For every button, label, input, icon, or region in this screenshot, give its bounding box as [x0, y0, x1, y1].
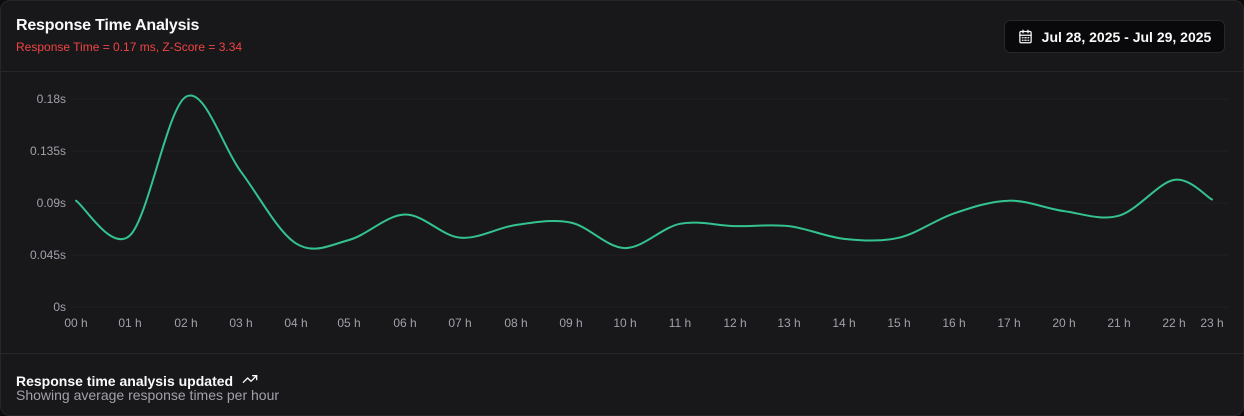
trending-up-icon [242, 371, 258, 390]
x-tick-label: 13 h [777, 316, 800, 330]
x-tick-label: 10 h [613, 316, 636, 330]
response-time-line-chart: 0s 0.045s 0.09s 0.135s 0.18s 00 h 01 h 02 h 03 h… [30, 92, 1229, 330]
card-footer: Response time analysis updated Showing a… [1, 353, 1243, 415]
x-tick-label: 14 h [832, 316, 855, 330]
footer-description: Showing average response times per hour [16, 387, 280, 403]
x-tick-label: 11 h [669, 316, 691, 330]
x-tick-label: 15 h [887, 316, 910, 330]
x-tick-label: 05 h [337, 316, 360, 330]
y-tick-label: 0.18s [37, 92, 66, 106]
y-tick-label: 0.045s [30, 248, 66, 262]
y-tick-label: 0.09s [37, 196, 66, 210]
x-tick-label: 22 h [1162, 316, 1185, 330]
x-tick-label: 12 h [723, 316, 746, 330]
x-tick-label: 23 h [1200, 316, 1223, 330]
y-tick-label: 0.135s [30, 144, 66, 158]
x-tick-label: 03 h [229, 316, 252, 330]
x-tick-label: 00 h [64, 316, 87, 330]
x-tick-label: 01 h [118, 316, 141, 330]
x-tick-label: 17 h [997, 316, 1020, 330]
x-tick-label: 04 h [284, 316, 307, 330]
anomaly-subtitle: Response Time = 0.17 ms, Z-Score = 3.34 [16, 40, 243, 54]
card-header: Response Time Analysis Response Time = 0… [1, 1, 1243, 72]
response-time-series-line [75, 94, 1213, 250]
y-tick-label: 0s [53, 300, 66, 314]
x-tick-label: 02 h [174, 316, 197, 330]
footer-title: Response time analysis updated [16, 372, 234, 389]
x-tick-label: 21 h [1107, 316, 1130, 330]
x-tick-label: 09 h [559, 316, 582, 330]
x-tick-label: 06 h [393, 316, 416, 330]
x-tick-label: 08 h [504, 316, 527, 330]
calendar-icon [1018, 29, 1033, 44]
x-tick-label: 16 h [942, 316, 965, 330]
date-range-label: Jul 28, 2025 - Jul 29, 2025 [1041, 28, 1212, 45]
date-range-picker[interactable]: Jul 28, 2025 - Jul 29, 2025 [1004, 20, 1225, 53]
chart-title: Response Time Analysis [16, 17, 200, 34]
x-tick-label: 07 h [448, 316, 471, 330]
x-tick-label: 20 h [1052, 316, 1075, 330]
